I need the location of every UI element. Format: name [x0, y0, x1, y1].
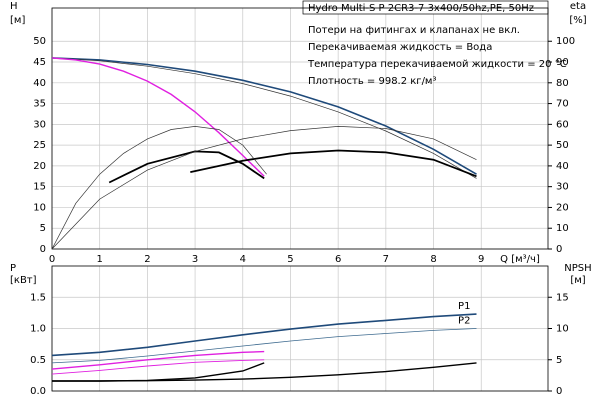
y-tick-label: 40 [33, 78, 46, 89]
y2-tick-label: 40 [556, 161, 569, 172]
y2-tick-label: 90 [556, 57, 569, 68]
y2-tick-label: 0 [556, 386, 562, 397]
series-line [52, 362, 477, 382]
y-tick-label: 1.5 [30, 292, 46, 303]
y2-tick-label: 80 [556, 78, 569, 89]
series-line [52, 362, 265, 382]
y2-tick-label: 30 [556, 182, 569, 193]
y-tick-label: 5 [40, 223, 46, 234]
x-tick-label: 8 [430, 254, 436, 265]
y-axis-unit: [м] [10, 15, 25, 26]
info-title-box [302, 0, 549, 15]
info-line: Плотность = 998.2 кг/м³ [308, 76, 437, 87]
y-tick-label: 10 [33, 202, 46, 213]
x-tick-label: 2 [144, 254, 150, 265]
y-axis-label: P [10, 263, 16, 274]
series-label: P1 [458, 301, 470, 312]
series-line [51, 126, 267, 250]
series-line [51, 313, 477, 357]
info-title: Hydro Multi-S P 2CR3-7 3x400/50hz,PE, 50… [308, 3, 534, 14]
series-line [190, 149, 477, 178]
x-tick-label: 0 [49, 254, 55, 265]
series-label: P2 [458, 316, 470, 327]
x-axis-label: Q [м³/ч] [500, 254, 540, 265]
info-line: Температура перекачиваемой жидкости = 20… [307, 59, 567, 70]
y2-tick-label: 50 [556, 140, 569, 151]
series-line [51, 57, 265, 177]
series-line [51, 57, 477, 175]
y2-tick-label: 15 [556, 292, 569, 303]
series-line [51, 328, 477, 364]
y-tick-label: 45 [33, 57, 46, 68]
plot-frame [51, 265, 549, 392]
info-line: Потери на фитингах и клапанах не вкл. [308, 25, 520, 36]
x-tick-label: 6 [335, 254, 341, 265]
y2-axis-label: NPSH [564, 263, 591, 274]
y2-tick-label: 20 [556, 202, 569, 213]
y-tick-label: 25 [33, 140, 46, 151]
y2-tick-label: 10 [556, 324, 569, 335]
y-tick-label: 0.5 [30, 355, 46, 366]
x-tick-label: 4 [240, 254, 246, 265]
series-line [51, 359, 265, 375]
x-tick-label: 5 [287, 254, 293, 265]
y2-tick-label: 5 [556, 355, 562, 366]
y2-tick-label: 0 [556, 244, 562, 255]
y-tick-label: 0.0 [30, 386, 46, 397]
y2-tick-label: 70 [556, 99, 569, 110]
x-tick-label: 7 [383, 254, 389, 265]
x-tick-label: 9 [478, 254, 484, 265]
y-tick-label: 1.0 [30, 324, 46, 335]
y-axis-unit: [кВт] [10, 275, 37, 286]
x-tick-label: 1 [97, 254, 103, 265]
y2-axis-unit: [%] [569, 15, 586, 26]
y-axis-label: H [10, 1, 18, 12]
y-tick-label: 0 [40, 244, 46, 255]
x-tick-label: 3 [192, 254, 198, 265]
series-line [51, 350, 265, 370]
info-line: Перекачиваемая жидкость = Вода [308, 42, 492, 53]
y2-tick-label: 100 [556, 36, 575, 47]
y2-axis-label: eta [570, 1, 586, 12]
y-tick-label: 30 [33, 119, 46, 130]
series-line [51, 126, 477, 250]
y2-tick-label: 10 [556, 223, 569, 234]
y-tick-label: 15 [33, 182, 46, 193]
series-line [51, 57, 477, 179]
series-line [108, 150, 265, 184]
y-tick-label: 50 [33, 36, 46, 47]
y-tick-label: 20 [33, 161, 46, 172]
plot-frame [51, 7, 549, 250]
y-tick-label: 35 [33, 99, 46, 110]
y2-axis-unit: [м] [570, 275, 585, 286]
y2-tick-label: 60 [556, 119, 569, 130]
